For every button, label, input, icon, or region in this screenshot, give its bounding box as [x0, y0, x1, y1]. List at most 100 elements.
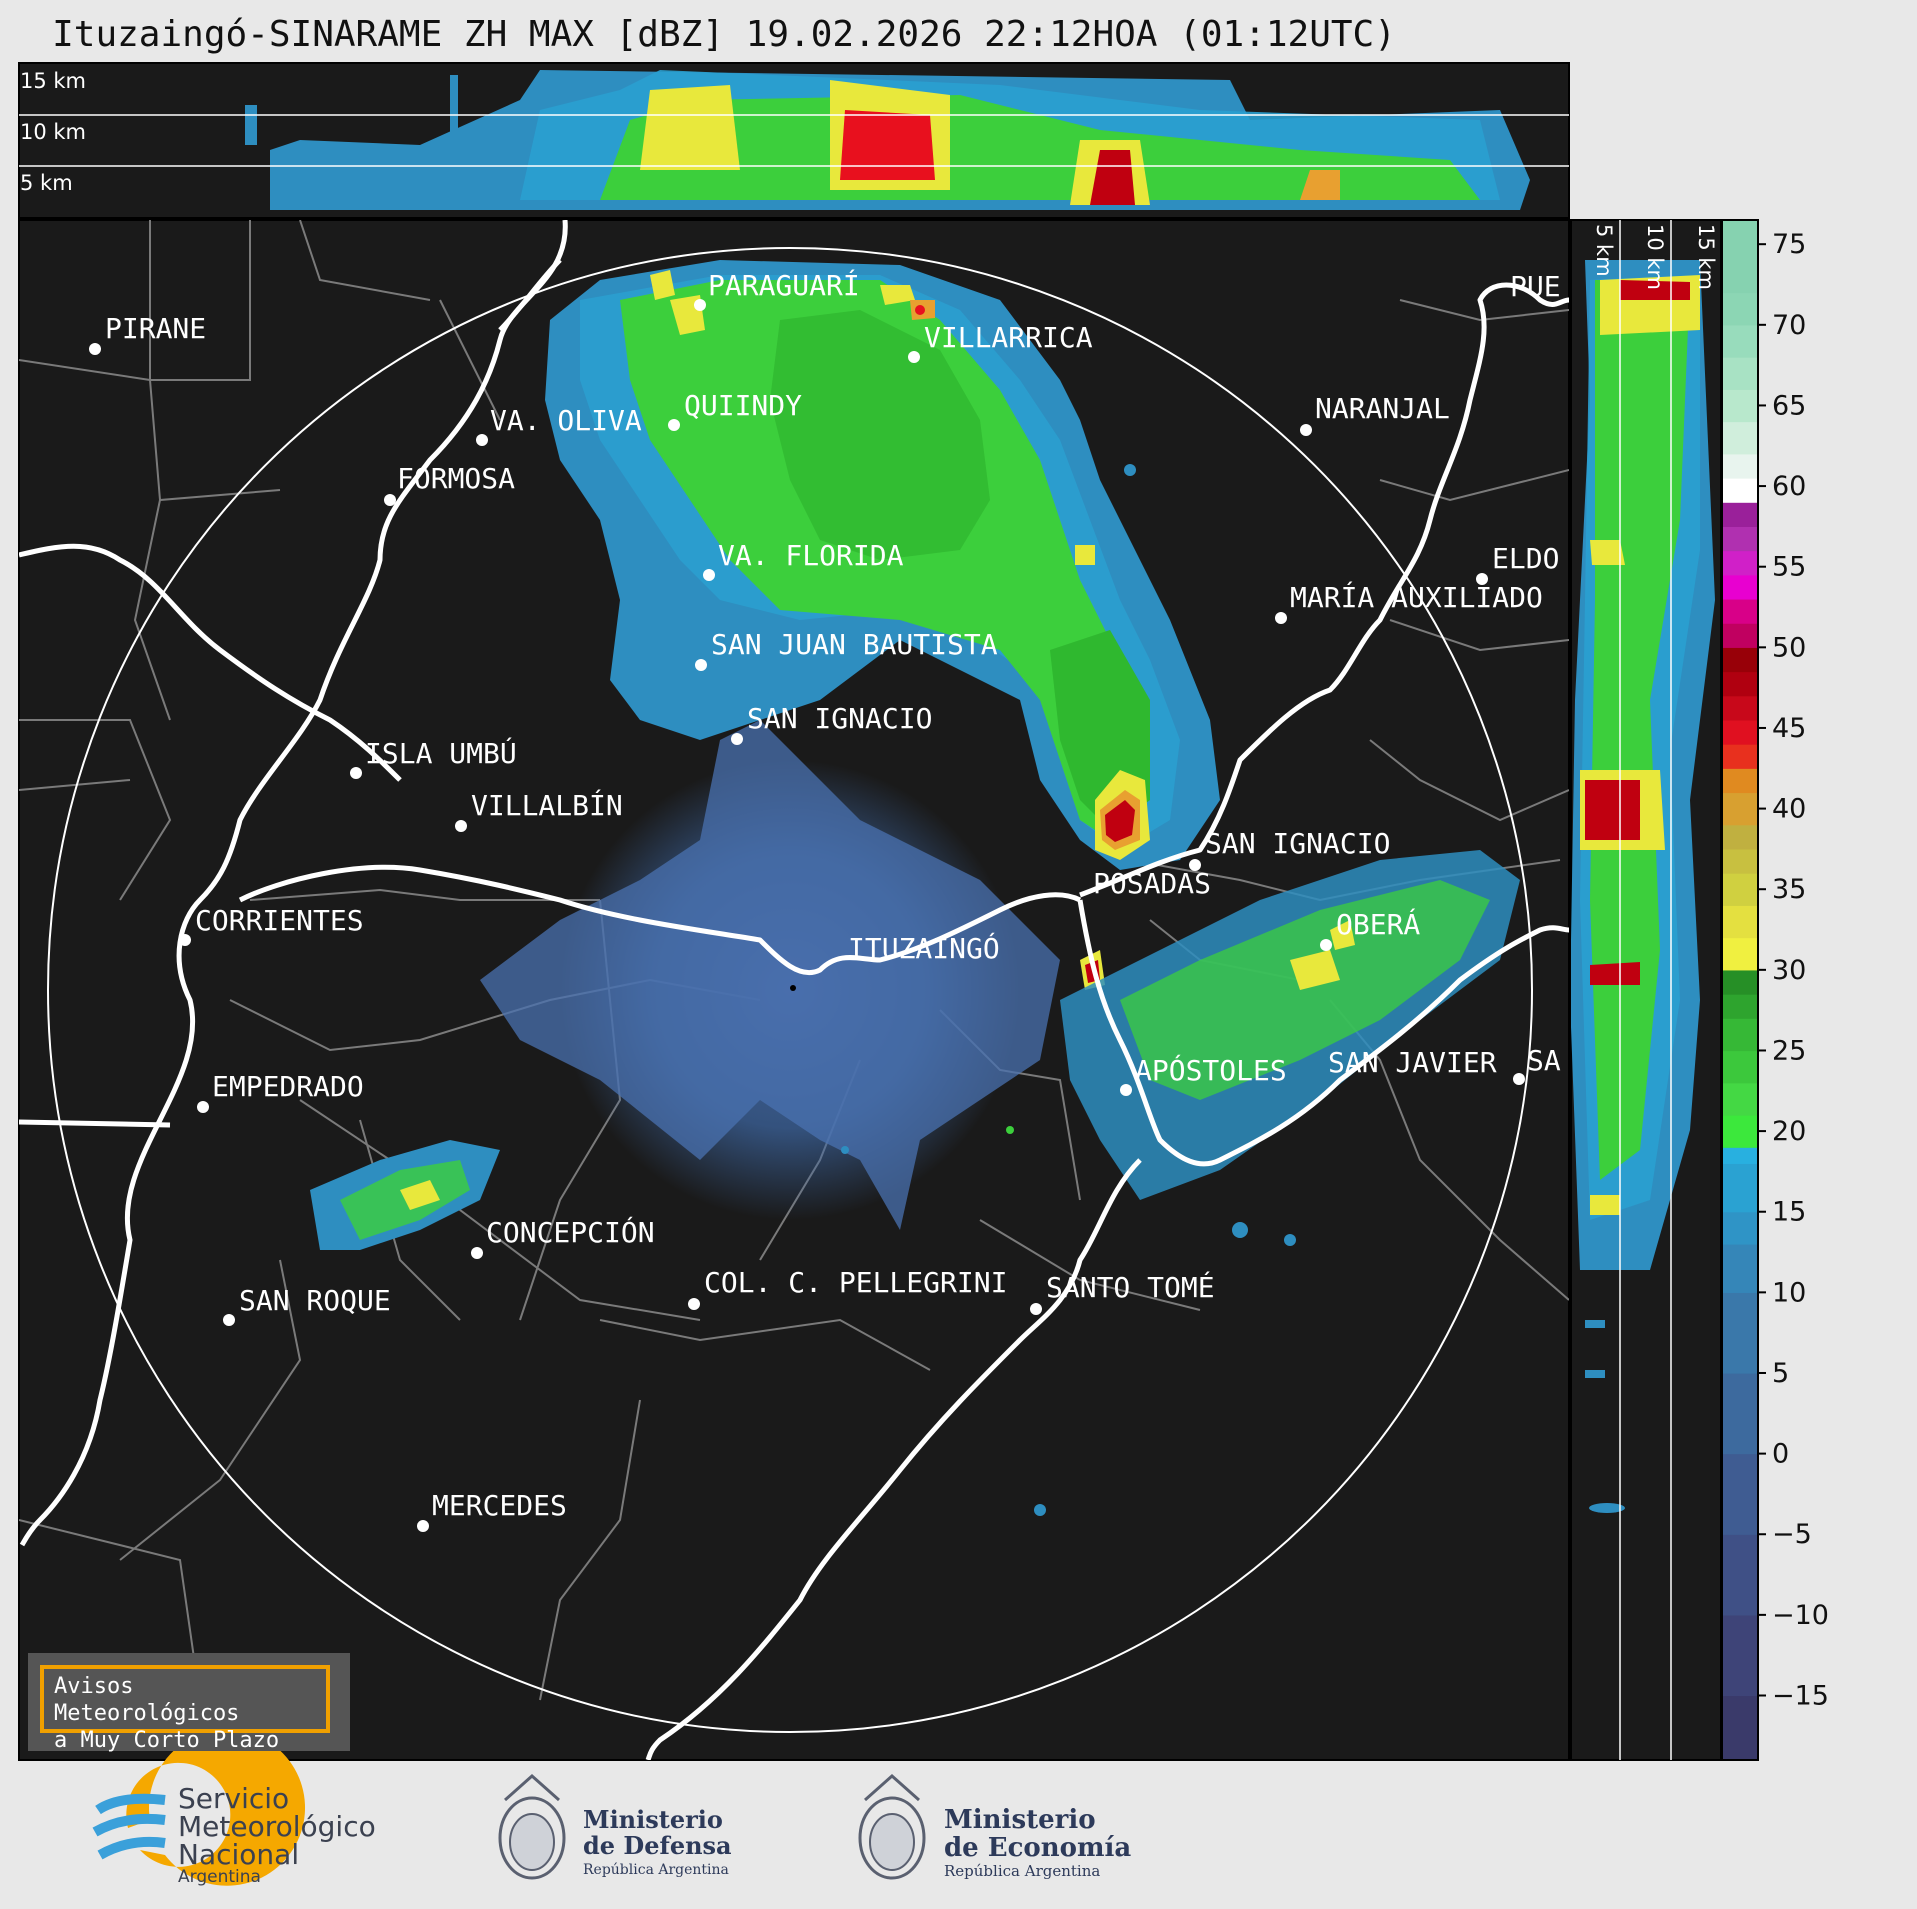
city-label-eldo: ELDO — [1492, 542, 1559, 575]
colorbar-tick-label: 35 — [1772, 874, 1806, 905]
colorbar-tick-label: 50 — [1772, 632, 1806, 663]
colorbar-band — [1722, 574, 1758, 600]
colorbar-band — [1722, 873, 1758, 906]
city-label-san-ignacio-py: SAN IGNACIO — [747, 702, 932, 735]
defensa-line1: Ministerio — [583, 1805, 723, 1834]
city-label-san-juan-bautista: SAN JUAN BAUTISTA — [711, 628, 998, 661]
city-label-villalbin: VILLALBÍN — [471, 788, 623, 822]
city-label-san-ignacio-ar: SAN IGNACIO — [1205, 827, 1390, 860]
warning-frame: Avisos Meteorológicos a Muy Corto Plazo — [40, 1665, 330, 1753]
colorbar-band — [1722, 744, 1758, 769]
colorbar-tick-label: 55 — [1772, 552, 1806, 583]
city-label-santo-tome: SANTO TOMÉ — [1046, 1270, 1215, 1304]
colorbar-band — [1722, 598, 1758, 624]
colorbar-band — [1722, 324, 1758, 358]
ministerio-defensa-logo: Ministerio de Defensa República Argentin… — [498, 1773, 732, 1880]
top-alt-10: 10 km — [20, 120, 86, 144]
colorbar-band — [1722, 905, 1758, 939]
colorbar-bands — [1722, 220, 1758, 1761]
city-label-col-pellegrini: COL. C. PELLEGRINI — [704, 1266, 1007, 1299]
colorbar-tick-label: 20 — [1772, 1116, 1806, 1147]
colorbar-tick-label: −5 — [1772, 1519, 1812, 1550]
city-label-corrientes: CORRIENTES — [195, 904, 364, 937]
colorbar-tick-label: 30 — [1772, 955, 1806, 986]
colorbar-tick-label: 45 — [1772, 713, 1806, 744]
smn-line4: Argentina — [178, 1867, 261, 1887]
colorbar-band — [1722, 969, 1758, 995]
colorbar-band — [1722, 719, 1758, 745]
colorbar-band — [1722, 453, 1758, 479]
warning-line1: Avisos Meteorológicos — [54, 1674, 240, 1726]
right-alt-10: 10 km — [1643, 224, 1667, 290]
colorbar-tick-label: −15 — [1772, 1680, 1829, 1711]
city-label-va-florida: VA. FLORIDA — [718, 539, 904, 572]
colorbar-band — [1722, 1292, 1758, 1374]
colorbar-band — [1722, 848, 1758, 874]
warning-box[interactable]: Avisos Meteorológicos a Muy Corto Plazo — [28, 1653, 350, 1753]
city-label-apostoles: APÓSTOLES — [1135, 1053, 1287, 1087]
right-alt-5: 5 km — [1592, 224, 1616, 277]
colorbar-band — [1722, 421, 1758, 455]
city-markers: PIRANE PARAGUARÍ VILLARRICA QUIINDY VA. … — [89, 268, 1561, 1532]
right-alt-15: 15 km — [1694, 224, 1718, 290]
colorbar-band — [1722, 937, 1758, 971]
warning-line2: a Muy Corto Plazo — [54, 1728, 280, 1753]
colorbar-band — [1722, 502, 1758, 527]
colorbar-band — [1722, 1082, 1758, 1116]
city-label-sa: SA — [1527, 1044, 1561, 1077]
city-label-san-roque: SAN ROQUE — [239, 1284, 391, 1317]
city-label-villarrica: VILLARRICA — [924, 321, 1093, 354]
range-ring — [47, 247, 1533, 1733]
top-alt-15: 15 km — [20, 69, 86, 93]
city-label-formosa: FORMOSA — [397, 462, 515, 495]
colorbar-band — [1722, 1050, 1758, 1084]
colorbar-band — [1722, 994, 1758, 1019]
colorbar-band — [1722, 1695, 1758, 1761]
colorbar-band — [1722, 478, 1758, 503]
colorbar-tick-label: 70 — [1772, 310, 1806, 341]
colorbar-tick-label: −10 — [1772, 1600, 1829, 1631]
colorbar-band — [1722, 695, 1758, 721]
title-text: Ituzaingó-SINARAME ZH MAX [dBZ] 19.02.20… — [52, 14, 1396, 55]
colorbar-tick-label: 10 — [1772, 1277, 1806, 1308]
colorbar-band — [1722, 1018, 1758, 1052]
smn-line1: Servicio — [178, 1782, 289, 1815]
colorbar-band — [1722, 792, 1758, 826]
smn-line3: Nacional — [178, 1838, 299, 1871]
city-label-obera: OBERÁ — [1336, 907, 1420, 941]
radar-echo — [310, 260, 1520, 1516]
colorbar-band — [1722, 824, 1758, 850]
colorbar-tick-label: 5 — [1772, 1358, 1789, 1389]
colorbar-band — [1722, 1163, 1758, 1213]
colorbar-tick-label: 65 — [1772, 390, 1806, 421]
colorbar-band — [1722, 1453, 1758, 1535]
city-label-isla-umbu: ISLA UMBÚ — [365, 736, 517, 770]
colorbar-tick-label: 40 — [1772, 794, 1806, 825]
colorbar-band — [1722, 1534, 1758, 1616]
colorbar-band — [1722, 357, 1758, 390]
defensa-line3: República Argentina — [583, 1862, 729, 1878]
top-alt-5: 5 km — [20, 171, 73, 195]
colorbar-band — [1722, 768, 1758, 794]
right-cross-section: 5 km 10 km 15 km — [1570, 219, 1722, 1761]
colorbar-tick-label: 25 — [1772, 1035, 1806, 1066]
city-label-paraguari: PARAGUARÍ — [708, 268, 860, 302]
map-panel: PIRANE PARAGUARÍ VILLARRICA QUIINDY VA. … — [18, 219, 1570, 1761]
colorbar-band — [1722, 671, 1758, 697]
city-label-pirane: PIRANE — [105, 312, 206, 345]
city-label-maria-auxiliadora: MARÍA AUXILIADO — [1290, 580, 1543, 614]
city-label-ituzaingo: ITUZAINGÓ — [848, 931, 1000, 965]
city-label-naranjal: NARANJAL — [1315, 392, 1450, 425]
smn-line2: Meteorológico — [178, 1810, 376, 1843]
colorbar-band — [1722, 1614, 1758, 1697]
top-echo — [245, 70, 1530, 210]
colorbar-band — [1722, 220, 1758, 294]
ministerio-economia-logo: Ministerio de Economía República Argenti… — [858, 1773, 1131, 1880]
city-label-concepcion: CONCEPCIÓN — [486, 1215, 655, 1249]
colorbar-band — [1722, 1114, 1758, 1148]
colorbar-band — [1722, 623, 1758, 648]
rivers-borders — [19, 220, 1569, 1760]
city-label-va-oliva: VA. OLIVA — [490, 404, 642, 437]
colorbar-band — [1722, 1243, 1758, 1293]
